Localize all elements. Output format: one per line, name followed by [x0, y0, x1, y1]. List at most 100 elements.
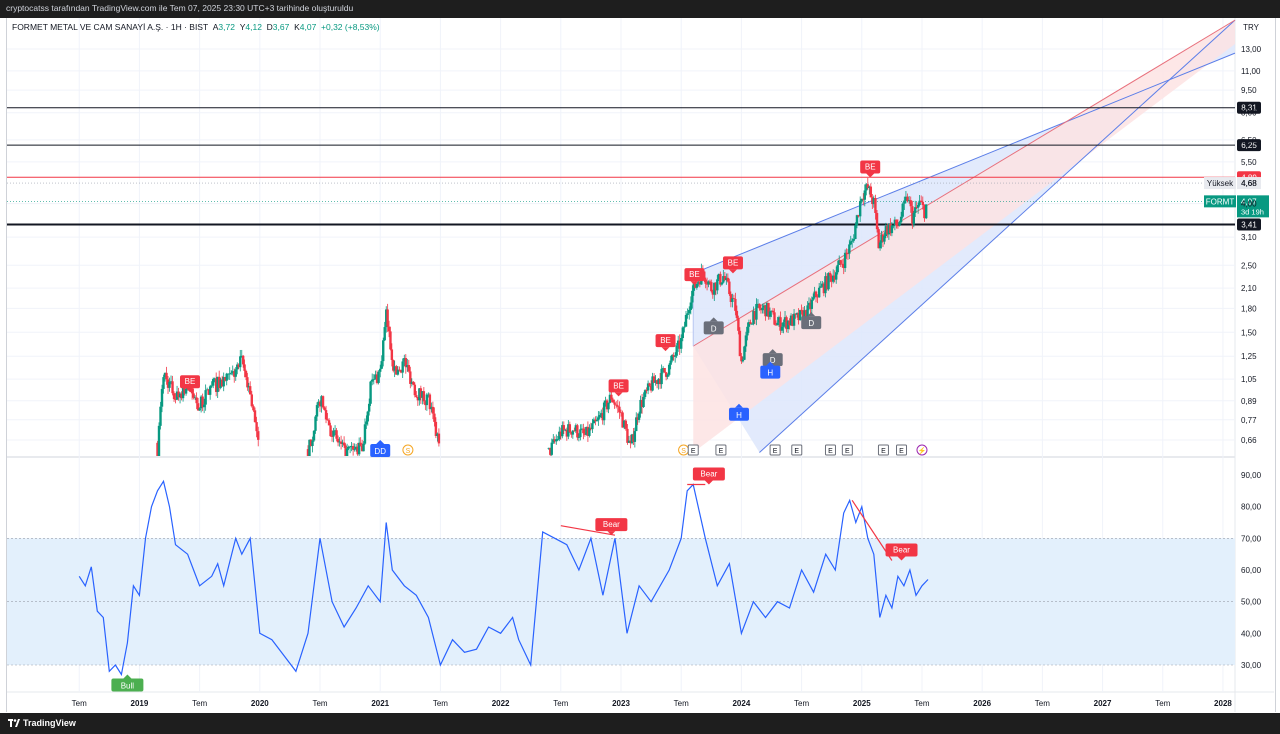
- candle-body: [719, 273, 722, 285]
- candle-body: [342, 442, 346, 446]
- candle-body: [327, 420, 331, 426]
- candle-body: [614, 404, 618, 406]
- rsi-signal-bubble-pointer: [607, 531, 616, 536]
- candle-body: [872, 198, 876, 205]
- candle-body: [765, 302, 769, 317]
- time-tick-label: Tem: [433, 699, 448, 708]
- time-tick-label: 2028: [1214, 699, 1232, 708]
- candle-body: [783, 317, 787, 323]
- candle-body: [618, 406, 621, 413]
- candle-body: [912, 212, 915, 225]
- price-tick-label: 1,50: [1241, 328, 1257, 337]
- signal-bubble-label: BE: [728, 258, 739, 267]
- candle-body: [694, 282, 697, 288]
- candle-body: [353, 449, 356, 450]
- signal-bubble-box: [684, 268, 705, 282]
- candle-body: [782, 322, 785, 327]
- time-tick-label: 2021: [371, 699, 389, 708]
- candle-body: [156, 442, 159, 456]
- candle-body: [577, 437, 581, 438]
- candle-body: [797, 313, 800, 321]
- high-tag-box: [1204, 177, 1236, 190]
- candle-body: [549, 447, 552, 455]
- candle-body: [552, 439, 555, 443]
- symbol-legend: FORMET METAL VE CAM SANAYİ A.Ş. · 1H · B…: [12, 22, 380, 32]
- candle-body: [768, 311, 772, 317]
- candle-body: [199, 396, 203, 409]
- candle-body: [646, 383, 650, 391]
- candle-body: [672, 355, 675, 357]
- candle-body: [755, 303, 758, 320]
- candle-body: [649, 385, 653, 391]
- event-marker-label: S: [681, 448, 686, 455]
- candle-body: [219, 379, 222, 388]
- candle-body: [224, 377, 227, 381]
- candle-body: [339, 441, 343, 444]
- candle-body: [601, 413, 604, 421]
- candle-body: [359, 442, 362, 446]
- candle-body: [396, 369, 400, 375]
- candle-body: [836, 264, 839, 273]
- rsi-signal-bubble-box: [595, 518, 628, 532]
- candle-body: [812, 297, 815, 300]
- candle-body: [201, 396, 204, 408]
- rsi-signal-bubble-box: [692, 467, 725, 481]
- candle-body: [410, 381, 414, 384]
- candle-body: [344, 445, 347, 456]
- signal-bubble-box: [608, 379, 629, 393]
- candle-body: [688, 309, 691, 314]
- candle-body: [236, 364, 239, 370]
- candle-body: [323, 407, 326, 411]
- candle-body: [732, 298, 736, 299]
- candle-body: [413, 384, 417, 396]
- candle-body: [204, 390, 207, 405]
- candle-body: [348, 446, 352, 448]
- candle-body: [329, 425, 332, 437]
- event-marker-box: [896, 444, 908, 456]
- candle-body: [222, 377, 225, 387]
- candle-body: [431, 406, 435, 414]
- signal-bubble-pointer: [690, 281, 699, 286]
- candle-body: [892, 225, 895, 227]
- candle-body: [794, 313, 797, 315]
- candle-body: [311, 440, 314, 446]
- price-tick-label: 1,25: [1241, 352, 1257, 361]
- candle-body: [786, 320, 790, 330]
- candle-body: [723, 276, 727, 280]
- top-caption-bar: cryptocatss tarafından TradingView.com i…: [0, 0, 1280, 18]
- candle-body: [771, 310, 775, 313]
- candle-body: [247, 386, 250, 388]
- candle-body: [585, 426, 588, 435]
- candle-body: [332, 430, 335, 437]
- candle-body: [880, 234, 883, 243]
- candle-body: [911, 206, 914, 225]
- candle-body: [675, 345, 678, 356]
- candle-body: [666, 374, 669, 377]
- candle-body: [855, 215, 859, 226]
- price-tick-label: 0,89: [1241, 397, 1257, 406]
- candle-body: [240, 355, 243, 357]
- candle-body: [621, 412, 624, 428]
- rsi-signal-bubble-pointer: [123, 674, 132, 679]
- candle-body: [878, 242, 882, 249]
- candle-body: [670, 355, 674, 361]
- candle-body: [172, 393, 176, 400]
- event-marker-circle: [916, 444, 928, 456]
- candle-body: [419, 388, 423, 398]
- candle-body: [314, 416, 317, 431]
- signal-bubble-pointer: [866, 173, 875, 178]
- candle-body: [213, 378, 216, 380]
- candle-body: [407, 365, 411, 372]
- candle-body: [562, 425, 566, 430]
- candle-body: [178, 393, 182, 398]
- candle-body: [360, 445, 364, 452]
- candle-body: [713, 282, 716, 295]
- candle-body: [613, 402, 616, 405]
- candle-body: [663, 368, 666, 373]
- event-marker-box: [687, 444, 699, 456]
- candle-body: [190, 388, 194, 394]
- time-tick-label: Tem: [72, 699, 87, 708]
- candle-body: [698, 281, 702, 285]
- candle-body: [166, 379, 170, 388]
